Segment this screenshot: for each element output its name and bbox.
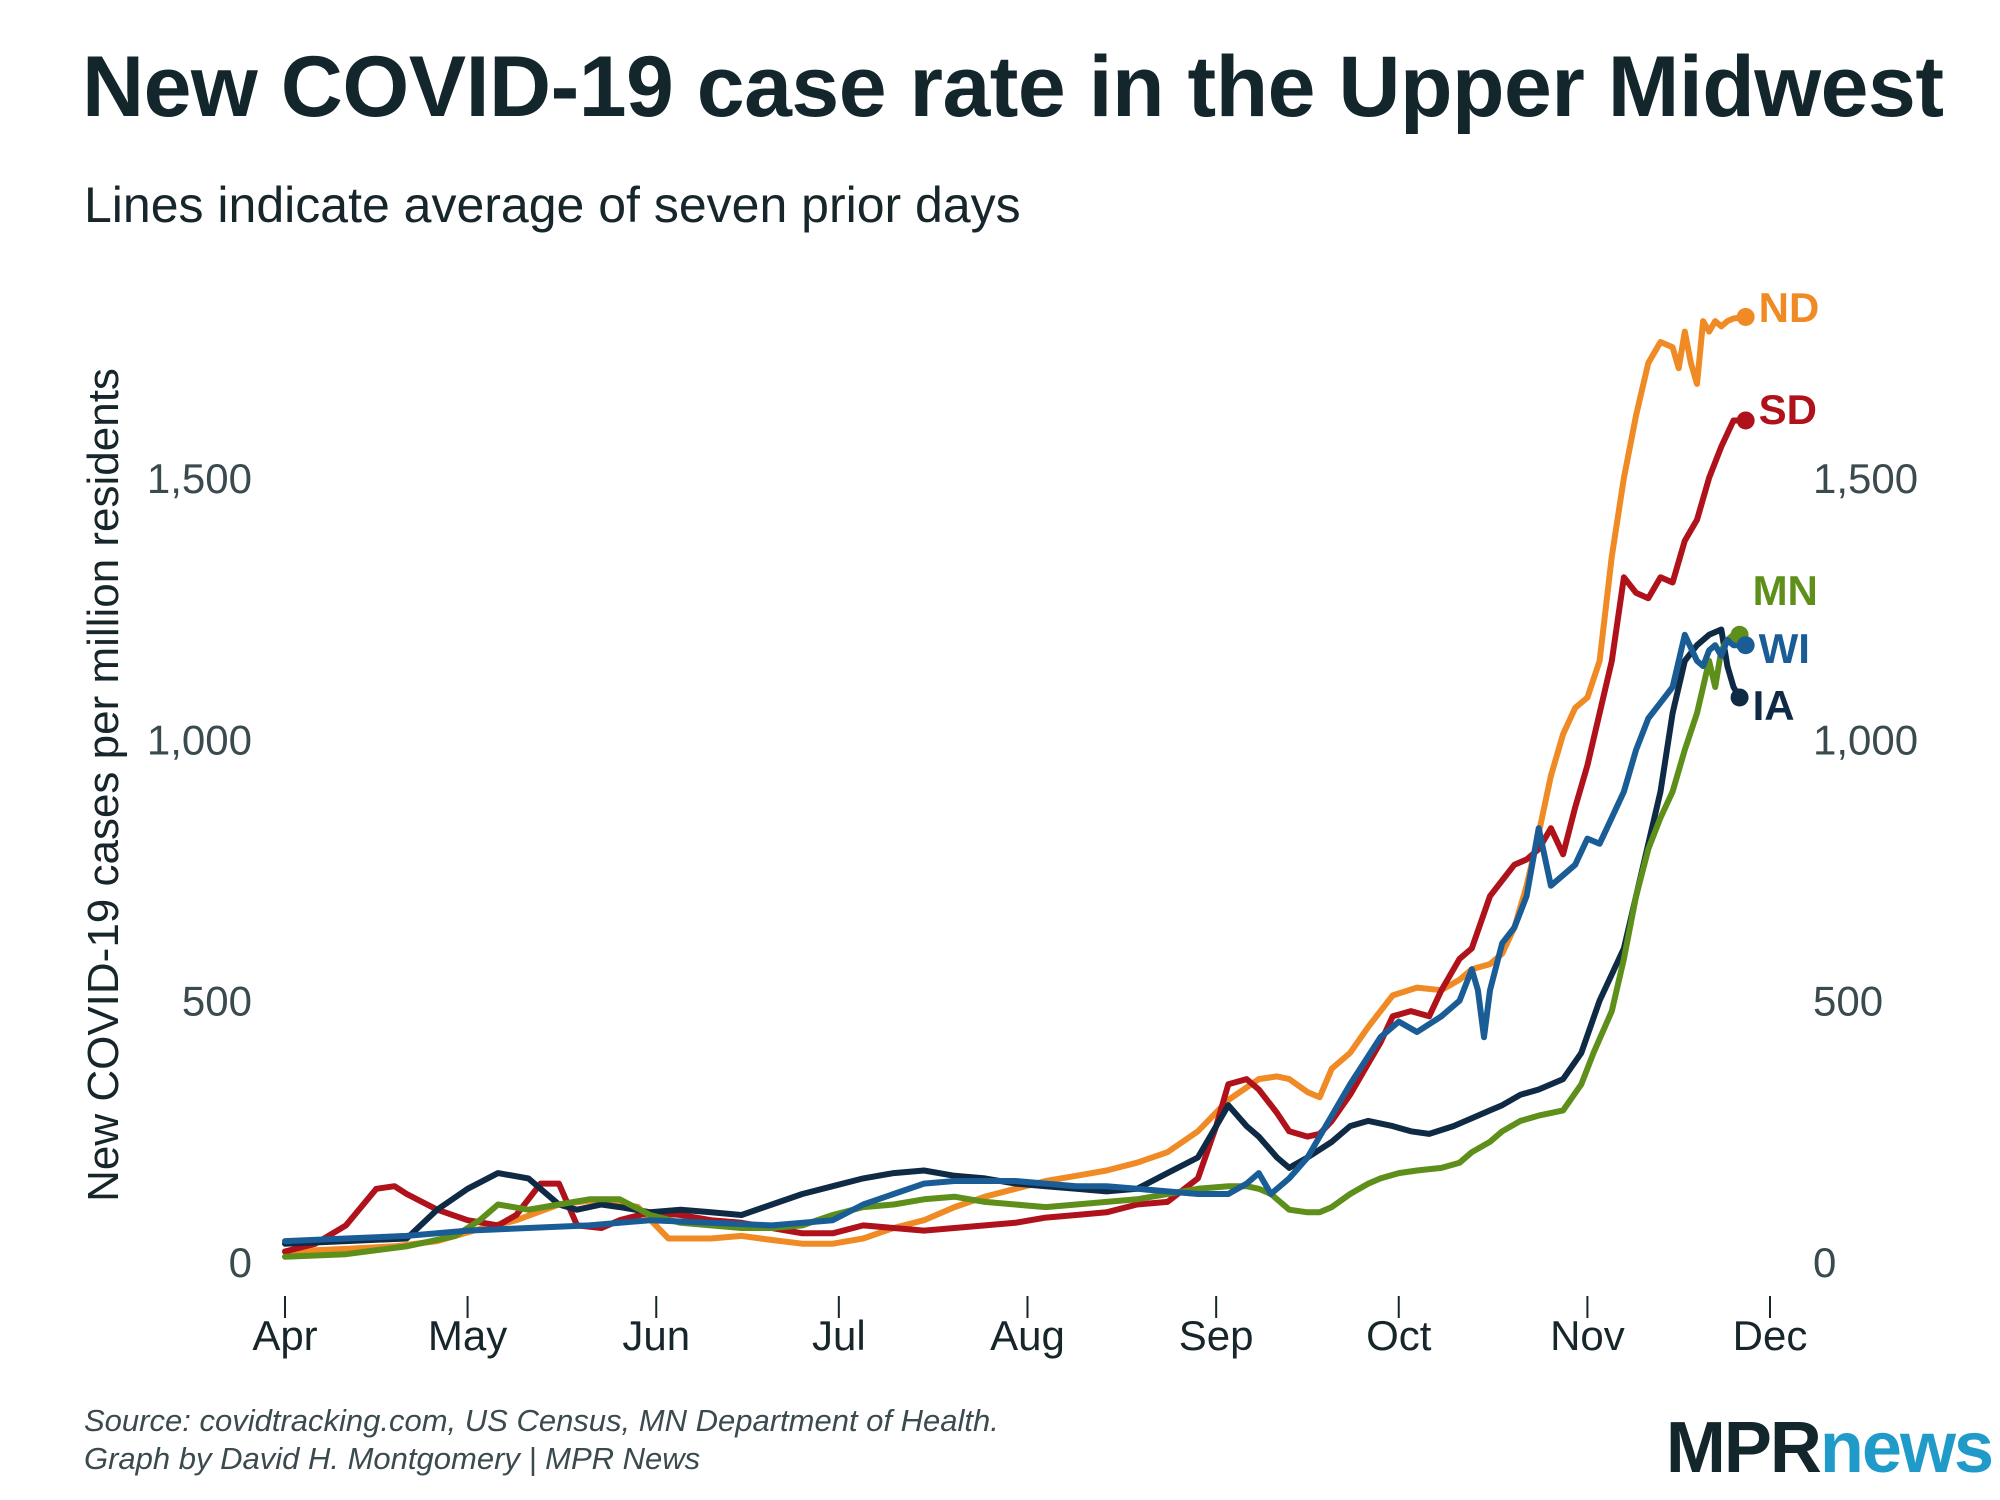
x-tick-label: May xyxy=(428,1312,507,1359)
series-label-mn: MN xyxy=(1753,567,1818,614)
series-label-wi: WI xyxy=(1759,625,1810,672)
series-end-marker-ia xyxy=(1730,688,1749,707)
series-line-wi xyxy=(282,631,1749,1245)
logo-mpr: MPR xyxy=(1665,1408,1822,1488)
credit-note: Graph by David H. Montgomery | MPR News xyxy=(84,1441,701,1476)
series-lines xyxy=(282,314,1749,1260)
y-tick-label-right: 0 xyxy=(1813,1239,1836,1286)
series-end-marker-nd xyxy=(1736,307,1755,326)
x-tick-label: Oct xyxy=(1366,1312,1432,1359)
series-label-ia: IA xyxy=(1753,682,1795,729)
y-tick-label-left: 1,500 xyxy=(147,455,252,502)
x-tick-label: Aug xyxy=(990,1312,1065,1359)
y-axis-title: New COVID-19 cases per million residents xyxy=(79,368,128,1202)
series-end-labels: ND SD IA MN WI xyxy=(1730,284,1820,729)
x-tick-label: Jul xyxy=(812,1312,866,1359)
series-end-marker-wi xyxy=(1736,636,1755,655)
series-line-nd xyxy=(282,314,1749,1255)
chart-subtitle: Lines indicate average of seven prior da… xyxy=(84,177,1021,233)
y-tick-label-left: 500 xyxy=(182,978,252,1025)
x-tick-label: Apr xyxy=(252,1312,317,1359)
logo-news: news xyxy=(1819,1408,1994,1488)
x-axis: Apr May Jun Jul Aug Sep Oct Nov Dec xyxy=(252,1296,1807,1359)
chart-title: New COVID-19 case rate in the Upper Midw… xyxy=(82,39,1944,135)
mpr-news-logo: MPRnews xyxy=(1666,1412,1994,1484)
y-tick-label-right: 1,000 xyxy=(1813,716,1918,763)
y-axis-labels-left: 0 500 1,000 1,500 xyxy=(147,455,252,1286)
series-line-ia xyxy=(282,626,1743,1247)
series-line-sd xyxy=(282,417,1749,1255)
x-tick-label: Jun xyxy=(622,1312,690,1359)
y-tick-label-left: 1,000 xyxy=(147,716,252,763)
series-label-nd: ND xyxy=(1759,284,1820,331)
y-axis-labels-right: 0 500 1,000 1,500 xyxy=(1813,455,1918,1286)
x-tick-label: Nov xyxy=(1550,1312,1625,1359)
y-tick-label-right: 1,500 xyxy=(1813,455,1918,502)
x-tick-label: Dec xyxy=(1733,1312,1808,1359)
y-tick-label-left: 0 xyxy=(229,1239,252,1286)
source-note: Source: covidtracking.com, US Census, MN… xyxy=(84,1403,999,1438)
footer: Source: covidtracking.com, US Census, MN… xyxy=(84,1402,999,1478)
series-label-sd: SD xyxy=(1759,386,1817,433)
y-tick-label-right: 500 xyxy=(1813,978,1883,1025)
x-tick-label: Sep xyxy=(1179,1312,1254,1359)
series-line-mn xyxy=(282,631,1743,1260)
series-end-marker-sd xyxy=(1736,411,1755,430)
